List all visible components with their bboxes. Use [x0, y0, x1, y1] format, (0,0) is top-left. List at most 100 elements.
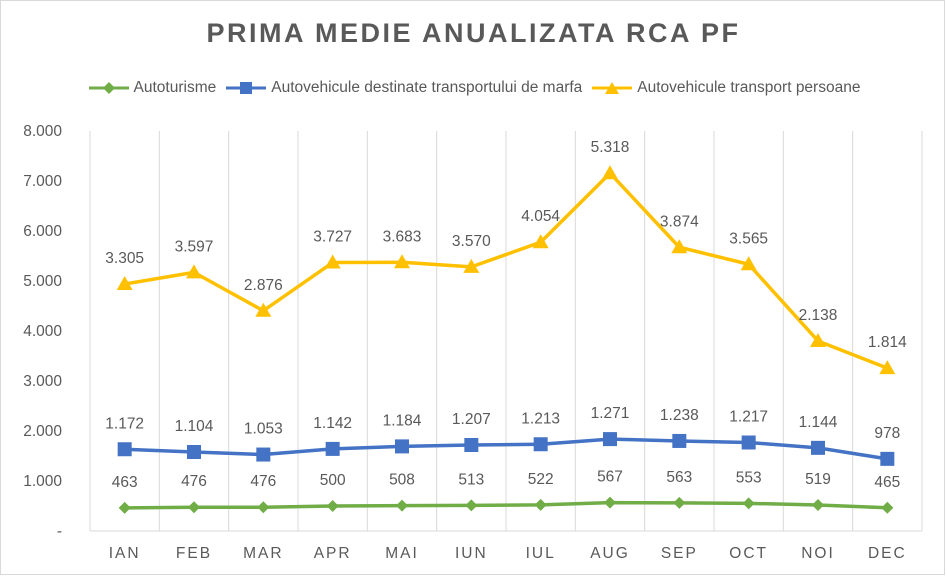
chart-title: PRIMA MEDIE ANUALIZATA RCA PF — [206, 18, 741, 48]
y-tick-label: 7.000 — [23, 173, 62, 190]
y-tick-label: 8.000 — [23, 123, 62, 140]
data-point-square — [672, 433, 687, 448]
legend: Autoturisme Autovehicule destinate trans… — [0, 79, 947, 97]
data-label: 519 — [805, 471, 831, 488]
data-point-square — [256, 447, 271, 462]
y-tick-label: 6.000 — [23, 223, 62, 240]
data-label: 5.318 — [591, 139, 630, 156]
data-label: 476 — [181, 473, 207, 490]
data-label: 1.217 — [729, 409, 768, 426]
data-label: 978 — [874, 425, 900, 442]
data-point-diamond — [673, 496, 686, 509]
data-label: 500 — [320, 472, 346, 489]
data-label: 1.271 — [591, 405, 630, 422]
data-point-diamond — [396, 499, 408, 512]
data-label: 1.238 — [660, 407, 699, 424]
data-label: 1.144 — [799, 414, 838, 431]
data-point-diamond — [257, 501, 270, 514]
x-tick-label: IAN — [109, 545, 141, 562]
data-label: 2.876 — [244, 277, 283, 294]
legend-label: Autovehicule destinate transportului de … — [271, 79, 583, 96]
legend-item-marfa: Autovehicule destinate transportului de … — [224, 79, 582, 97]
data-label: 1.213 — [521, 410, 560, 427]
data-point-square — [464, 438, 479, 452]
legend-marker-diamond — [88, 82, 129, 94]
data-label: 476 — [250, 473, 276, 490]
data-point-square — [533, 437, 548, 452]
data-label: 1.184 — [383, 412, 422, 429]
y-tick-label: 1.000 — [23, 473, 62, 490]
x-tick-label: MAI — [385, 545, 419, 562]
data-label: 522 — [528, 471, 554, 488]
y-tick-label: 2.000 — [23, 423, 62, 440]
data-label: 3.305 — [105, 250, 144, 267]
data-point-square — [395, 439, 409, 454]
data-point-diamond — [188, 501, 200, 514]
legend-item-autoturisme: Autoturisme — [87, 79, 217, 97]
y-tick-label: 3.000 — [23, 373, 62, 390]
data-point-triangle — [810, 332, 826, 347]
data-point-triangle — [671, 239, 688, 254]
data-point-diamond — [465, 499, 478, 512]
data-point-diamond — [604, 496, 616, 509]
x-tick-label: IUL — [526, 545, 556, 562]
data-point-square — [117, 442, 132, 457]
data-label: 3.570 — [452, 233, 491, 250]
data-label: 4.054 — [521, 208, 560, 225]
x-tick-label: OCT — [729, 545, 768, 562]
x-tick-label: DEC — [868, 545, 907, 562]
y-tick-label: 5.000 — [23, 273, 62, 290]
data-label: 1.104 — [175, 418, 214, 435]
data-point-triangle — [602, 165, 618, 180]
data-point-triangle — [324, 254, 341, 269]
data-label: 463 — [112, 474, 138, 491]
data-point-triangle — [255, 302, 272, 317]
data-point-diamond — [118, 501, 131, 514]
data-point-square — [811, 440, 825, 455]
data-label: 3.683 — [383, 228, 422, 245]
data-point-triangle — [532, 234, 549, 249]
data-point-triangle — [879, 360, 896, 375]
x-tick-label: MAR — [243, 545, 283, 562]
data-point-square — [741, 435, 756, 450]
series-line-diamond — [124, 500, 888, 510]
data-point-square — [325, 441, 340, 456]
data-label: 465 — [874, 474, 900, 491]
data-label: 563 — [666, 469, 692, 486]
data-label: 3.597 — [175, 238, 214, 255]
legend-label: Autoturisme — [133, 79, 217, 96]
legend-marker-triangle — [592, 82, 633, 94]
data-point-diamond — [881, 501, 894, 514]
legend-marker-square — [226, 82, 267, 94]
x-tick-label: NOI — [801, 545, 835, 562]
data-point-triangle — [463, 258, 480, 273]
y-tick-label: 4.000 — [23, 323, 62, 340]
data-label: 567 — [597, 469, 623, 486]
data-point-diamond — [326, 500, 339, 512]
data-point-square — [880, 451, 895, 466]
data-point-diamond — [742, 497, 755, 510]
data-label: 1.053 — [244, 421, 283, 438]
data-label: 1.172 — [105, 415, 144, 432]
data-label: 3.727 — [313, 229, 352, 246]
data-label: 513 — [458, 471, 484, 488]
series-line-square — [124, 437, 888, 461]
data-point-square — [603, 432, 617, 447]
data-point-triangle — [116, 276, 133, 290]
x-tick-label: SEP — [661, 545, 698, 562]
data-point-triangle — [186, 264, 202, 279]
data-label: 2.138 — [799, 307, 838, 324]
data-label: 3.565 — [729, 230, 768, 247]
x-tick-label: AUG — [590, 545, 630, 562]
data-label: 553 — [736, 469, 762, 486]
data-label: 508 — [389, 472, 415, 489]
data-label: 1.142 — [313, 415, 352, 432]
legend-label: Autovehicule transport persoane — [637, 79, 861, 96]
series-line-triangle — [124, 171, 888, 370]
x-tick-label: APR — [314, 545, 352, 562]
y-tick-label: - — [57, 523, 62, 540]
legend-item-persoane: Autovehicule transport persoane — [590, 79, 860, 97]
x-tick-label: FEB — [176, 545, 212, 562]
